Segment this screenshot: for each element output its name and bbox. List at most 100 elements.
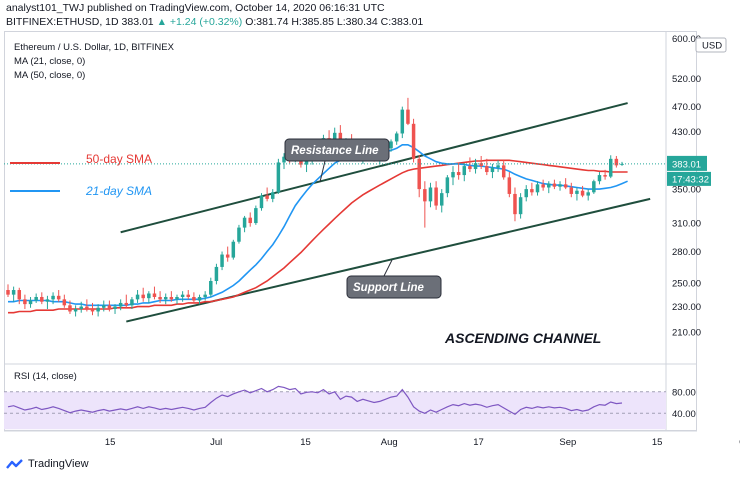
candle-body[interactable] — [214, 266, 219, 281]
candle-body[interactable] — [45, 299, 50, 302]
candle-body[interactable] — [192, 296, 196, 301]
candle-body[interactable] — [11, 290, 16, 295]
rsi-band — [4, 391, 666, 430]
candle-body[interactable] — [332, 132, 337, 144]
candle-body[interactable] — [541, 184, 545, 188]
candle-body[interactable] — [147, 293, 151, 299]
candle-body[interactable] — [530, 189, 534, 193]
candle-body[interactable] — [597, 175, 602, 182]
candle-body[interactable] — [23, 299, 27, 305]
candle-body[interactable] — [225, 254, 230, 258]
candle-body[interactable] — [248, 217, 252, 224]
candle-body[interactable] — [107, 305, 112, 309]
candle-body[interactable] — [180, 294, 185, 297]
candle-body[interactable] — [524, 189, 528, 198]
candle-body[interactable] — [518, 197, 523, 215]
candle-body[interactable] — [209, 280, 213, 295]
candle-body[interactable] — [17, 290, 22, 300]
price-tick-label: 470.00 — [672, 102, 701, 113]
candle-body[interactable] — [428, 187, 433, 202]
candle-body[interactable] — [479, 163, 483, 167]
candle-body[interactable] — [271, 192, 275, 199]
candle-body[interactable] — [186, 294, 191, 297]
candle-body[interactable] — [496, 165, 500, 168]
candle-body[interactable] — [490, 167, 495, 173]
candle-body[interactable] — [276, 162, 281, 193]
candle-body[interactable] — [169, 296, 174, 300]
candle-body[interactable] — [220, 254, 224, 267]
candle-body[interactable] — [56, 295, 61, 300]
candle-body[interactable] — [163, 296, 168, 300]
candle-body[interactable] — [68, 305, 72, 312]
candle-body[interactable] — [73, 308, 78, 312]
candle-body[interactable] — [547, 183, 551, 188]
candle-body[interactable] — [394, 133, 399, 142]
candle-body[interactable] — [113, 306, 117, 309]
symbol-line: BITFINEX:ETHUSD, 1D 383.01 ▲ +1.24 (+0.3… — [6, 16, 423, 28]
candle-body[interactable] — [96, 307, 100, 312]
candle-body[interactable] — [152, 293, 157, 297]
candle-body[interactable] — [434, 187, 438, 206]
candle-body[interactable] — [586, 192, 590, 196]
tradingview-logo[interactable]: TradingView — [6, 458, 89, 470]
candle-body[interactable] — [535, 184, 540, 193]
candle-body[interactable] — [135, 294, 140, 300]
candle-body[interactable] — [575, 190, 579, 194]
candle-body[interactable] — [406, 109, 410, 124]
candle-body[interactable] — [462, 166, 467, 176]
candle-body[interactable] — [118, 302, 123, 307]
candle-body[interactable] — [197, 296, 202, 301]
candle-body[interactable] — [231, 241, 236, 258]
candle-body[interactable] — [79, 306, 83, 309]
candle-body[interactable] — [62, 299, 67, 306]
candle-body[interactable] — [552, 183, 557, 187]
candle-body[interactable] — [456, 172, 461, 176]
candle-body[interactable] — [485, 166, 489, 173]
candle-body[interactable] — [34, 296, 38, 301]
candle-body[interactable] — [513, 193, 517, 215]
candle-body[interactable] — [254, 208, 258, 224]
candle-body[interactable] — [445, 177, 450, 194]
candle-body[interactable] — [608, 158, 613, 177]
candle-body[interactable] — [51, 295, 55, 300]
candle-body[interactable] — [468, 166, 472, 170]
candle-body[interactable] — [259, 195, 264, 209]
candle-body[interactable] — [558, 184, 562, 187]
candle-body[interactable] — [389, 141, 393, 149]
candle-body[interactable] — [265, 195, 269, 199]
candle-body[interactable] — [175, 296, 179, 300]
candle-body[interactable] — [501, 165, 506, 178]
candle-body[interactable] — [282, 156, 286, 163]
candle-body[interactable] — [507, 177, 512, 194]
candle-body[interactable] — [417, 158, 421, 190]
candle-body[interactable] — [614, 158, 619, 166]
candle-body[interactable] — [580, 190, 585, 196]
candle-body[interactable] — [411, 123, 416, 159]
candle-body[interactable] — [603, 175, 607, 177]
candle-body[interactable] — [158, 296, 162, 300]
candle-body[interactable] — [242, 217, 247, 228]
candle-body[interactable] — [6, 290, 10, 295]
candle-body[interactable] — [40, 296, 44, 302]
candle-body[interactable] — [473, 163, 478, 170]
candle-body[interactable] — [102, 305, 106, 308]
resistance-callout — [284, 138, 390, 162]
candle-body[interactable] — [237, 227, 241, 242]
candle-body[interactable] — [203, 294, 207, 297]
candle-body[interactable] — [569, 187, 574, 194]
candle-body[interactable] — [28, 300, 33, 305]
candle-body[interactable] — [439, 193, 444, 206]
candle-body[interactable] — [90, 308, 95, 312]
candle-body[interactable] — [592, 181, 596, 193]
candle-body[interactable] — [85, 306, 89, 309]
candle-body[interactable] — [451, 172, 455, 178]
candle-body[interactable] — [423, 189, 427, 202]
candle-body[interactable] — [563, 184, 568, 188]
candle-body[interactable] — [130, 299, 134, 306]
currency-label: USD — [702, 41, 722, 52]
candle-body[interactable] — [400, 109, 405, 134]
candle-body[interactable] — [141, 294, 145, 299]
candle-body[interactable] — [124, 302, 129, 306]
candle-body[interactable] — [304, 158, 309, 165]
